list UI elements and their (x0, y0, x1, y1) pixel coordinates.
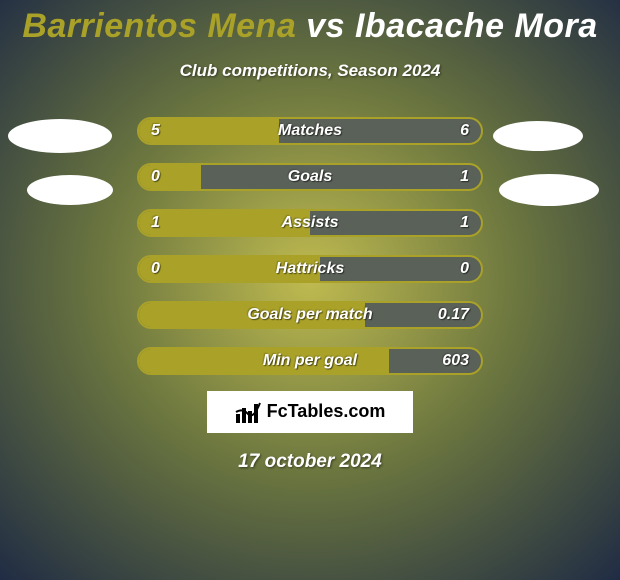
stat-value-right: 1 (460, 168, 469, 186)
branding-badge: FcTables.com (207, 391, 413, 433)
stat-fill-left (139, 119, 279, 143)
stat-row: 0 Hattricks 0 (137, 255, 483, 283)
content: Barrientos Mena vs Ibacache Mora Club co… (0, 0, 620, 473)
stat-row: 1 Assists 1 (137, 209, 483, 237)
stat-row: 5 Matches 6 (137, 117, 483, 145)
avatar (8, 119, 112, 153)
stat-value-right: 6 (460, 122, 469, 140)
stat-value-right: 1 (460, 214, 469, 232)
page-title: Barrientos Mena vs Ibacache Mora (0, 6, 620, 47)
stat-value-right: 0.17 (438, 306, 469, 324)
stat-fill-left (139, 165, 201, 189)
stat-row: Min per goal 603 (137, 347, 483, 375)
stat-value-left: 5 (151, 122, 160, 140)
subtitle: Club competitions, Season 2024 (0, 61, 620, 81)
chart-icon (235, 401, 261, 423)
avatar (499, 174, 599, 206)
stat-label: Matches (278, 122, 342, 140)
avatar (27, 175, 113, 205)
stat-value-left: 0 (151, 260, 160, 278)
stat-label: Hattricks (276, 260, 344, 278)
stat-rows: 5 Matches 6 0 Goals 1 1 Assists 1 0 Hattricks 0 Goal… (137, 117, 483, 393)
stat-row: Goals per match 0.17 (137, 301, 483, 329)
stat-value-right: 0 (460, 260, 469, 278)
stat-value-left: 0 (151, 168, 160, 186)
stat-value-right: 603 (442, 352, 469, 370)
stat-label: Goals (288, 168, 332, 186)
stat-value-left: 1 (151, 214, 160, 232)
vs-text: vs (306, 7, 355, 45)
avatar (493, 121, 583, 151)
player2-name: Ibacache Mora (355, 7, 598, 45)
player1-name: Barrientos Mena (22, 7, 296, 45)
comparison-card: Barrientos Mena vs Ibacache Mora Club co… (0, 0, 620, 580)
stat-label: Assists (282, 214, 339, 232)
stat-row: 0 Goals 1 (137, 163, 483, 191)
stat-label: Min per goal (263, 352, 357, 370)
branding-text: FcTables.com (267, 401, 386, 422)
stat-label: Goals per match (247, 306, 372, 324)
stats-arena: 5 Matches 6 0 Goals 1 1 Assists 1 0 Hattricks 0 Goal… (0, 117, 620, 377)
date-text: 17 october 2024 (0, 451, 620, 473)
